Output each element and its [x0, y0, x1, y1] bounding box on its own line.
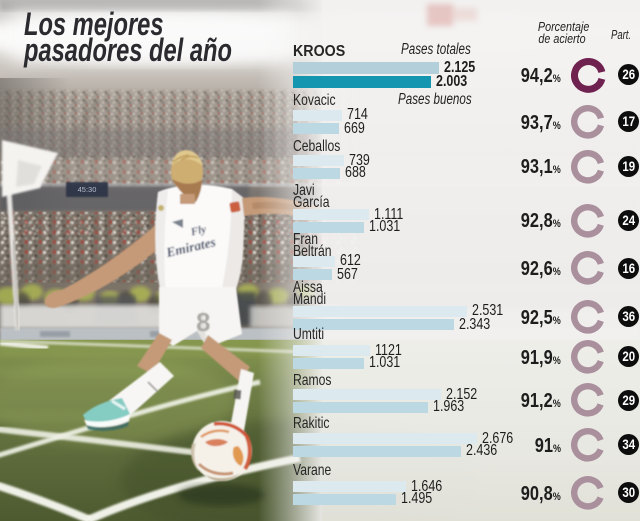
svg-text:Fly: Fly	[189, 223, 208, 238]
svg-text:45:30: 45:30	[78, 185, 97, 194]
svg-text:8: 8	[196, 307, 210, 337]
